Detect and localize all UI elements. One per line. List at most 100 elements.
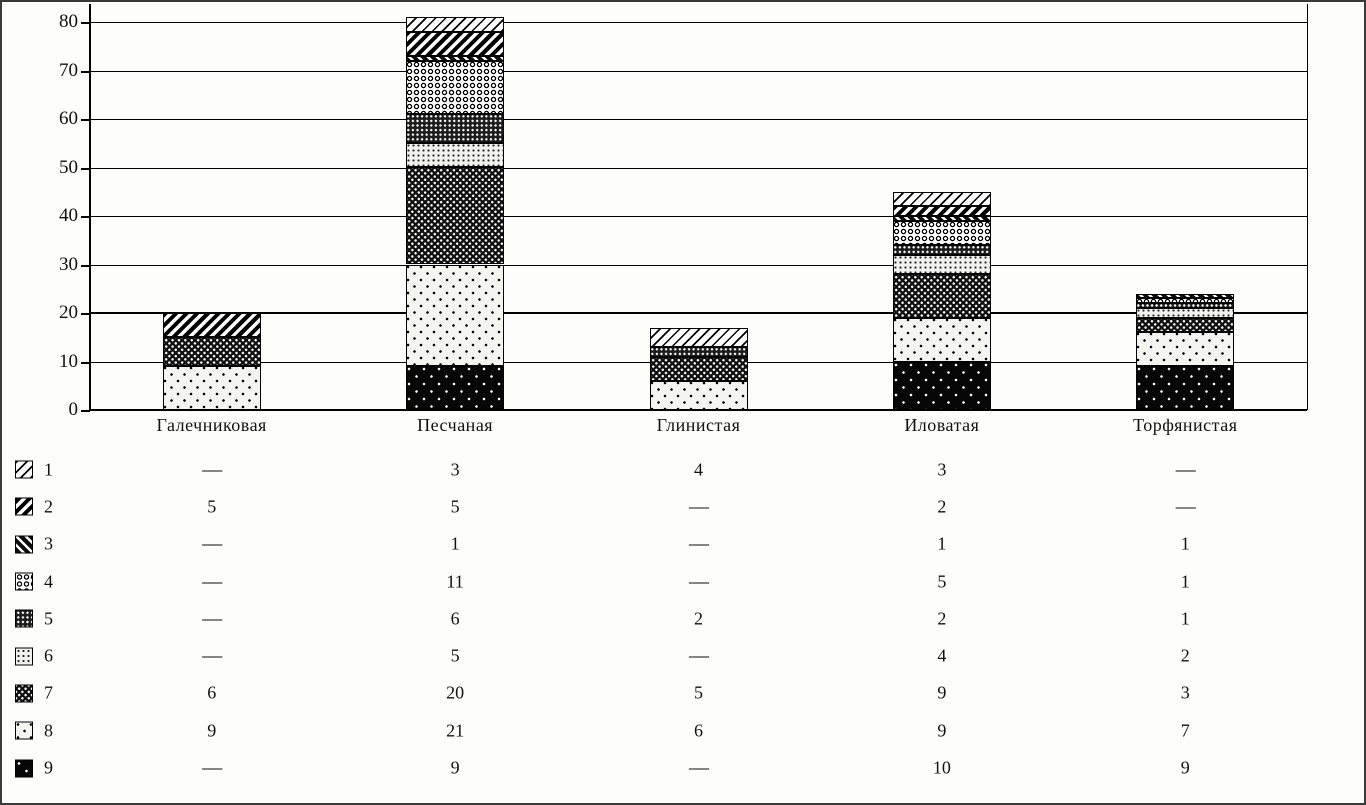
- y-tick-label-80: 80: [59, 11, 78, 32]
- bar-2: [406, 17, 505, 410]
- value-cell: 6: [207, 682, 217, 703]
- y-tick-10: [81, 361, 90, 364]
- bar-segment-series-1: [406, 17, 505, 32]
- bar-segment-series-7: [162, 337, 261, 367]
- bar-segment-series-7: [1136, 317, 1235, 333]
- bar-1: [162, 313, 261, 410]
- gridline-50: [90, 167, 1307, 169]
- legend-swatch-6: [15, 647, 33, 666]
- y-tick-50: [81, 167, 90, 170]
- value-cell: 9: [1180, 757, 1190, 778]
- value-cell: 4: [937, 645, 947, 666]
- y-tick-30: [81, 264, 90, 267]
- value-cell: 10: [932, 757, 951, 778]
- bar-segment-series-8: [162, 366, 261, 410]
- gridline-30: [90, 264, 1307, 266]
- legend-number: 7: [44, 682, 53, 703]
- legend-key-4: 4: [15, 571, 53, 592]
- plot-right-border: [1307, 4, 1308, 410]
- legend-key-3: 3: [15, 534, 53, 555]
- y-tick-label-50: 50: [59, 156, 78, 178]
- bar-segment-series-6: [406, 143, 505, 168]
- bar-segment-series-4: [892, 220, 991, 246]
- table-row-series-5: 5 — 6 2 2 1: [2, 600, 1364, 637]
- legend-number: 1: [44, 459, 53, 480]
- category-label-3: Глинистая: [656, 415, 741, 435]
- bar-segment-series-1: [892, 191, 991, 207]
- value-cell: 1: [1180, 533, 1190, 554]
- value-cell: 3: [1180, 682, 1190, 703]
- y-tick-label-20: 20: [59, 302, 78, 323]
- y-tick-0: [81, 410, 90, 412]
- legend-key-6: 6: [15, 646, 53, 667]
- gridline-80: [90, 22, 1307, 23]
- table-row-series-1: 1 — 3 4 3 —: [2, 451, 1364, 488]
- bar-segment-series-4: [1136, 298, 1235, 304]
- value-cell: 20: [446, 682, 465, 703]
- category-axis: Галечниковая Песчаная Глинистая Иловатая Тор…: [2, 415, 1364, 445]
- legend-number: 3: [44, 533, 53, 554]
- value-cell: —: [202, 458, 222, 481]
- value-cell: 5: [207, 496, 217, 517]
- y-tick-80: [81, 22, 90, 24]
- bar-segment-series-5: [892, 245, 991, 255]
- value-cell: —: [202, 570, 222, 593]
- value-cell: —: [202, 532, 222, 555]
- y-tick-label-60: 60: [59, 108, 78, 129]
- value-cell: 2: [1180, 645, 1190, 666]
- value-cell: 21: [446, 720, 465, 741]
- value-cell: 9: [207, 720, 217, 741]
- bar-segment-series-6: [1136, 308, 1235, 318]
- gridline-70: [90, 70, 1307, 72]
- value-cell: 4: [693, 459, 703, 480]
- bar-segment-series-5: [1136, 303, 1235, 309]
- legend-swatch-8: [15, 721, 33, 740]
- table-row-series-4: 4 — 11 — 5 1: [2, 563, 1364, 600]
- bar-segment-series-6: [892, 254, 991, 275]
- y-tick-label-0: 0: [68, 399, 79, 420]
- bar-segment-series-2: [406, 31, 505, 56]
- legend-number: 4: [44, 571, 53, 592]
- bar-segment-series-9: [406, 366, 505, 410]
- legend-swatch-1: [15, 460, 33, 479]
- legend-number: 2: [44, 496, 53, 517]
- legend-key-8: 8: [15, 720, 53, 741]
- value-cell: 5: [693, 682, 703, 703]
- bar-segment-series-2: [892, 206, 991, 216]
- legend-swatch-9: [15, 759, 33, 778]
- legend-swatch-3: [15, 535, 33, 554]
- legend-key-2: 2: [15, 496, 53, 517]
- bar-segment-series-9: [1136, 366, 1235, 410]
- table-row-series-2: 2 5 5 — 2 —: [2, 488, 1364, 525]
- legend-key-9: 9: [15, 758, 53, 779]
- value-cell: —: [688, 644, 709, 667]
- value-cell: —: [1175, 495, 1196, 518]
- value-cell: 3: [450, 459, 460, 480]
- table-row-series-3: 3 — 1 — 1 1: [2, 526, 1364, 563]
- value-cell: 2: [693, 608, 703, 629]
- y-tick-label-30: 30: [59, 253, 78, 275]
- legend-swatch-2: [15, 497, 33, 516]
- bar-4: [892, 191, 991, 410]
- bar-segment-series-8: [649, 380, 748, 410]
- legend-value-table: 1—3 4 3—2 5 5—2—3—1—1 1 4—11—5 1 5—6 2 2 1 6—5—4 2 7 6 2…: [2, 451, 1364, 791]
- bar-segment-series-3: [406, 55, 505, 61]
- category-label-4: Иловатая: [904, 415, 980, 435]
- bar-segment-series-1: [649, 327, 748, 347]
- table-row-series-9: 9 — 9 — 10 9: [2, 749, 1364, 786]
- value-cell: —: [202, 644, 222, 667]
- y-tick-label-10: 10: [59, 350, 78, 372]
- value-cell: 9: [937, 682, 947, 703]
- y-tick-20: [81, 313, 90, 315]
- legend-key-5: 5: [15, 608, 53, 629]
- plot-area: 0 10 20 30 40 50 60 70 80: [2, 2, 1364, 420]
- y-tick-60: [81, 119, 90, 121]
- value-cell: —: [688, 532, 709, 555]
- category-label-2: Песчаная: [417, 415, 494, 435]
- value-cell: 2: [937, 496, 947, 517]
- table-row-series-6: 6 — 5 — 4 2: [2, 637, 1364, 674]
- value-cell: —: [202, 756, 222, 779]
- bar-5: [1136, 293, 1235, 410]
- category-label-1: Галечниковая: [156, 415, 267, 435]
